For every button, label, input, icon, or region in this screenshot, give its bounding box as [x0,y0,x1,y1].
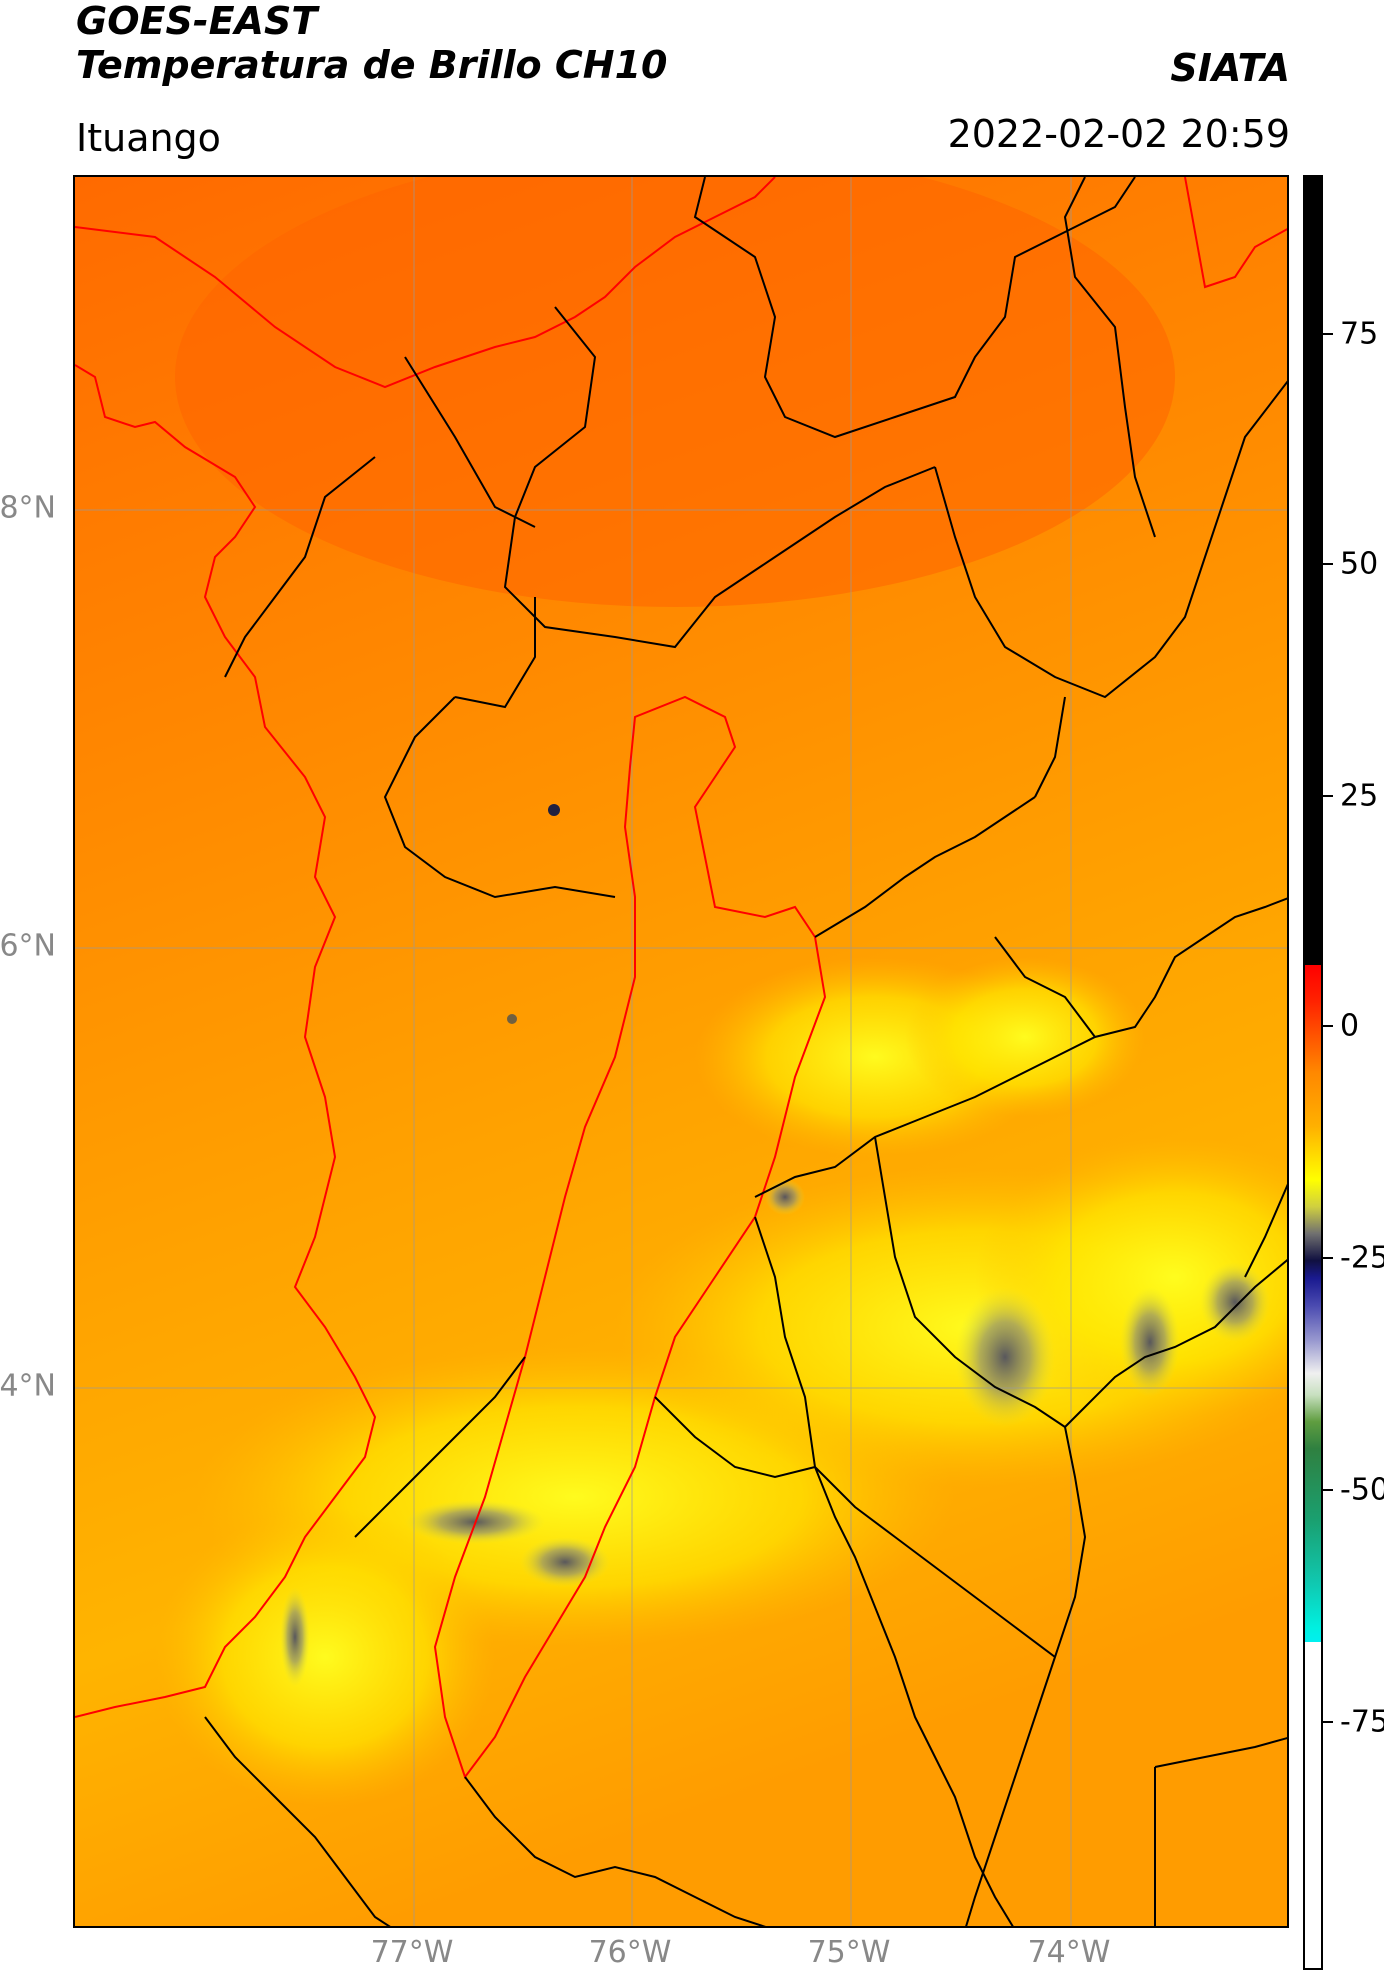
colorbar-tick-minus75 [1323,1721,1333,1723]
department-borders [204,177,1287,1926]
cold-spot-1 [548,804,560,816]
graticule [75,177,1287,1926]
lon-label-76w: 76°W [588,1935,672,1970]
lat-label-6n: 6°N [0,928,56,964]
convective-core-7 [765,1179,805,1215]
convective-core-3 [955,1287,1055,1427]
region-label: Ituango [76,116,221,160]
colorbar [1303,175,1323,1970]
convective-core-6 [280,1587,310,1687]
lat-label-4n: 4°N [0,1368,56,1404]
caribbean-coastline [75,177,776,389]
colorbar-tick-75 [1323,333,1333,335]
datetime-label: 2022-02-02 20:59 [947,112,1290,156]
convective-core-5 [1200,1262,1270,1342]
colorbar-label-50: 50 [1340,546,1379,582]
convective-core-4 [1120,1287,1180,1397]
colorbar-label-25: 25 [1340,778,1379,814]
title-line-2: Temperatura de Brillo CH10 [76,43,668,87]
cold-spot-2 [507,1014,517,1024]
cloud-band-southwest [155,1507,495,1807]
org-label: SIATA [1170,46,1290,90]
colorbar-label-minus50: -50 [1340,1472,1384,1508]
map-canvas [75,177,1287,1926]
colorbar-tick-25 [1323,795,1333,797]
northeast-coastline [1184,177,1287,289]
lon-label-74w: 74°W [1027,1935,1111,1970]
colorbar-tick-minus25 [1323,1257,1333,1259]
lon-label-77w: 77°W [370,1935,454,1970]
pacific-coastline [75,364,377,1718]
lon-label-75w: 75°W [807,1935,891,1970]
colorbar-label-minus75: -75 [1340,1704,1384,1740]
colorbar-tick-50 [1323,563,1333,565]
colorbar-tick-0 [1323,1025,1333,1027]
map-panel[interactable] [73,175,1289,1928]
convective-core-2 [520,1537,610,1587]
colorbar-label-minus25: -25 [1340,1240,1384,1276]
ituango-basin-outline [433,695,827,1780]
lat-label-8n: 8°N [0,490,56,526]
colorbar-label-75: 75 [1340,316,1379,352]
cloud-patch-northeast [905,957,1145,1117]
colorbar-label-0: 0 [1340,1008,1360,1044]
colorbar-tick-minus50 [1323,1489,1333,1491]
title-line-1: GOES-EAST [76,0,318,43]
warm-region-north [175,177,1175,607]
